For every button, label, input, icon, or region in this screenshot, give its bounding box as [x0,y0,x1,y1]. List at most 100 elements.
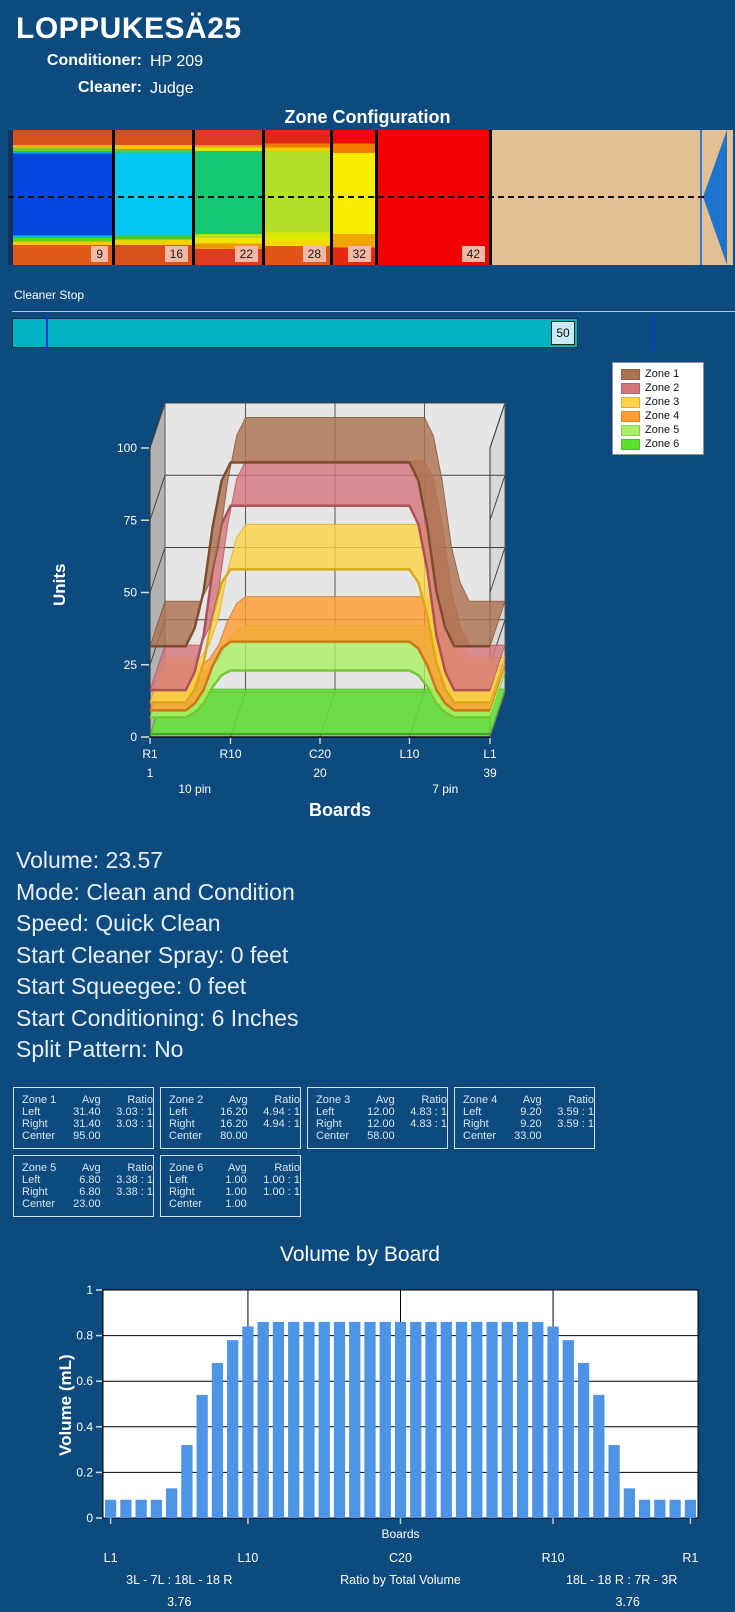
zone-table-cell: 3.03 : 1 [116,1118,153,1130]
zone-table-cell: 6.80 [79,1186,101,1198]
bar-L8 [211,1362,224,1518]
zone-table-cell: Center [22,1198,56,1210]
legend-item-1: Zone 1 [621,367,703,381]
zone-distance-value[interactable]: 16 [164,246,188,262]
svg-text:39: 39 [483,766,497,780]
bar-L15 [318,1321,330,1518]
bar-L11 [257,1321,269,1518]
bar-R8 [577,1362,590,1518]
zone-distance-value[interactable]: 32 [347,246,371,262]
zone-table-header: Zone 5 [22,1162,57,1174]
zone-table-cell: 12.00 [367,1106,395,1118]
conditioner-label: Conditioner: [46,52,142,69]
zone-table-cell: 31.40 [73,1118,101,1130]
legend-swatch [621,368,640,380]
zone-table-cell: 3.59 : 1 [557,1106,594,1118]
cleaner-stop-rule [12,311,735,312]
zone-table-cell: Right [169,1118,195,1130]
bar-L18 [364,1321,376,1518]
zone-table-6: Zone 6 Avg Ratio Left 1.00 1.00 : 1 Right 1.00 1… [160,1155,301,1217]
bar-R9 [562,1340,574,1518]
legend-label: Zone 6 [645,438,680,450]
zone-distance-value[interactable]: 28 [302,246,326,262]
zone-table-cell: 1.00 [225,1186,247,1198]
zone-table-cell: Left [463,1106,482,1118]
svg-text:0.8: 0.8 [76,1329,93,1343]
bar-R7 [593,1394,605,1518]
legend-label: Zone 3 [645,396,680,408]
bar-L13 [288,1321,300,1518]
lane-center-dashed-line [8,196,704,198]
zone-table-cell: Right [22,1118,48,1130]
svg-text:10 pin: 10 pin [178,782,211,796]
zone-table-2: Zone 2 Avg Ratio Left 16.20 4.94 : 1 Right 16.2… [160,1087,301,1149]
bar-L17 [349,1321,361,1518]
zone-table-cell: 3.38 : 1 [116,1186,153,1198]
bar-R1 [684,1499,696,1518]
svg-text:R1: R1 [142,747,158,761]
legend-item-6: Zone 6 [621,437,703,451]
bar-R4 [638,1499,651,1518]
cleaner-stop-bar[interactable]: 50 [12,318,578,348]
bar-L12 [272,1321,285,1518]
zone-distance-value[interactable]: 42 [461,246,485,262]
bar-L9 [227,1340,239,1518]
zone-table-header: Ratio [127,1094,153,1106]
zone-table-header: Ratio [127,1162,153,1174]
bar-L2 [120,1499,132,1518]
svg-text:1: 1 [147,766,154,780]
right-ratio-value: 3.76 [616,1595,640,1609]
zone-table-header: Zone 4 [463,1094,498,1106]
legend-swatch [621,396,640,408]
units-axis-label: Units [50,563,69,607]
zone-table-cell [395,1130,447,1142]
zone-tables: Zone 1 Avg Ratio Left 31.40 3.03 : 1 Right 31.4… [13,1087,613,1223]
zone-table-cell: Left [169,1174,188,1186]
legend-label: Zone 4 [645,410,680,422]
zone-table-header: Avg [522,1094,542,1106]
zone-distance-value[interactable]: 22 [234,246,258,262]
svg-text:C20: C20 [389,1551,412,1565]
svg-text:R10: R10 [542,1551,565,1565]
zone-table-cell: 3.38 : 1 [116,1174,153,1186]
bar-R18 [425,1321,437,1518]
zone-table-cell: 23.00 [73,1198,101,1210]
bar-R2 [669,1499,681,1518]
left-ratio-label: 3L - 7L : 18L - 18 R [126,1573,232,1587]
bar-C20 [394,1321,407,1518]
zone-table-cell: Center [169,1130,203,1142]
zone-table-cell: Center [463,1130,497,1142]
zone-table-header: Zone 3 [316,1094,351,1106]
zone-table-cell: 9.20 [520,1118,542,1130]
zone-table-cell: 31.40 [73,1106,101,1118]
bar-R19 [410,1321,422,1518]
bar-L14 [303,1321,315,1518]
cleaner-stop-value[interactable]: 50 [551,321,575,345]
zone-table-cell: Left [169,1106,188,1118]
zone-table-header: Avg [81,1094,101,1106]
pin-deck-arrow-icon [703,130,727,265]
zone-distance-value[interactable]: 9 [91,246,108,262]
zone-table-header: Ratio [274,1094,300,1106]
svg-text:L1: L1 [483,747,497,761]
legend-label: Zone 2 [645,382,680,394]
zone-table-cell [101,1130,153,1142]
boards-axis-label-3d: Boards [308,800,371,820]
zone-table-header: Zone 6 [169,1162,204,1174]
zone-table-cell: Center [169,1198,203,1210]
bar-L6 [181,1445,193,1518]
legend-item-2: Zone 2 [621,381,703,395]
bar-R10 [547,1326,559,1518]
svg-text:1: 1 [86,1283,93,1297]
zone-table-cell: 3.59 : 1 [557,1118,594,1130]
zone-table-cell: 1.00 [225,1198,247,1210]
zone-table-header: Zone 2 [169,1094,204,1106]
boards-axis-label-bar: Boards [381,1527,419,1541]
svg-text:20: 20 [313,766,327,780]
setting-line-4: Start Cleaner Spray: 0 feet [16,941,289,968]
zone-table-1: Zone 1 Avg Ratio Left 31.40 3.03 : 1 Right 31.4… [13,1087,154,1149]
svg-text:0.6: 0.6 [76,1374,93,1388]
zone-table-cell: 33.00 [514,1130,542,1142]
bar-L19 [379,1321,391,1518]
